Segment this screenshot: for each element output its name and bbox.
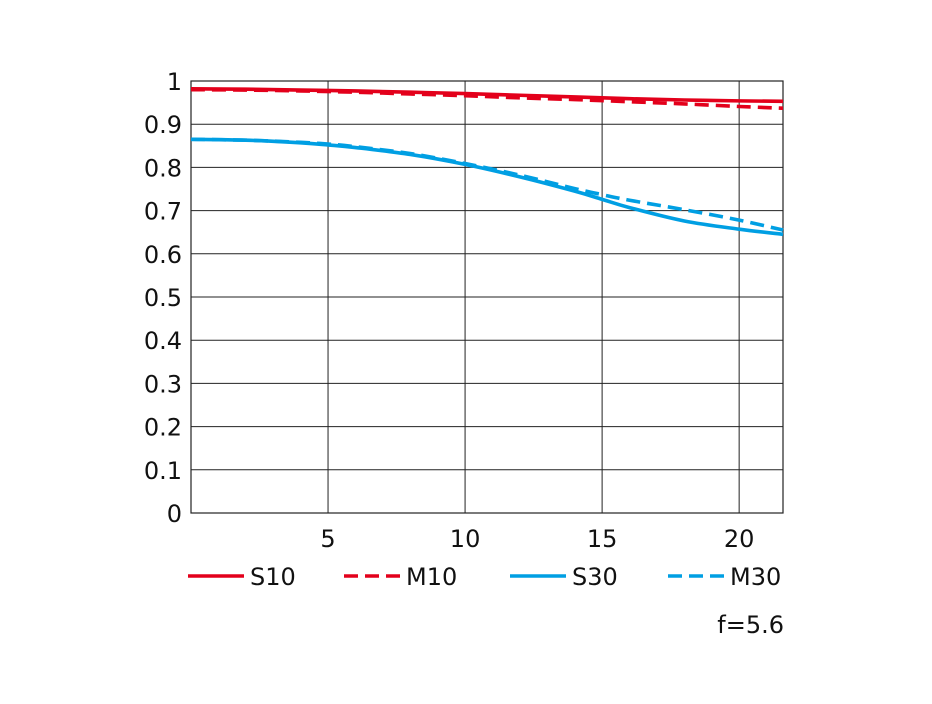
x-tick-label: 10 <box>450 525 481 553</box>
y-tick-label: 0.6 <box>144 241 182 269</box>
legend-label-s30: S30 <box>572 563 618 591</box>
grid-layer <box>190 80 784 514</box>
y-tick-label: 0.8 <box>144 154 182 182</box>
axis-layer: 00.10.20.30.40.50.60.70.80.915 10 15 20 <box>144 68 755 553</box>
series-line-s30 <box>190 137 784 237</box>
series-line-m10 <box>190 87 784 111</box>
y-tick-label: 0 <box>167 500 182 528</box>
plot-frame <box>190 80 784 514</box>
y-tick-label: 0.5 <box>144 284 182 312</box>
aperture-annotation: f=5.6 <box>717 611 784 639</box>
y-tick-label: 0.7 <box>144 198 182 226</box>
y-tick-label: 0.2 <box>144 414 182 442</box>
x-tick-label: 20 <box>724 525 755 553</box>
y-tick-label: 0.9 <box>144 111 182 139</box>
legend-label-m30: M30 <box>730 563 781 591</box>
x-tick-label: 15 <box>587 525 618 553</box>
series-line-m30 <box>190 137 784 232</box>
series-layer <box>190 86 784 237</box>
legend-label-s10: S10 <box>250 563 296 591</box>
y-tick-label: 0.1 <box>144 457 182 485</box>
y-tick-label: 0.3 <box>144 370 182 398</box>
legend-label-m10: M10 <box>406 563 457 591</box>
y-tick-label: 0.4 <box>144 327 182 355</box>
legend: S10 M10 S30 M30 <box>188 563 781 591</box>
y-tick-label: 1 <box>167 68 182 96</box>
x-tick-label: 5 <box>320 525 335 553</box>
